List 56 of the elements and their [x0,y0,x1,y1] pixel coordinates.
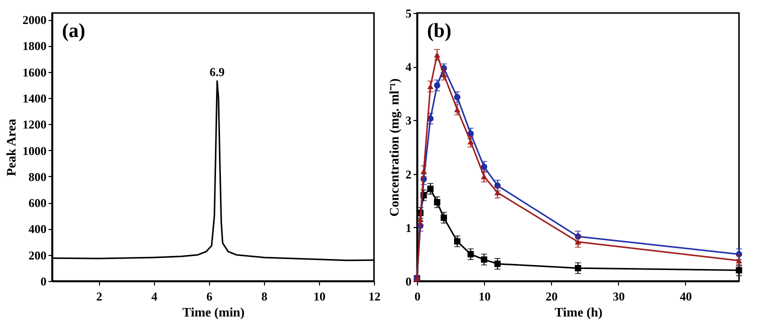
x-tick-label: 30 [612,290,625,304]
point [434,199,440,206]
y-tick-label: 800 [28,170,46,184]
point [480,256,488,263]
point [427,186,434,192]
y-tick-label: 0 [40,274,46,288]
annotation: (a) [62,20,86,42]
point [434,52,440,58]
x-tick-label: 8 [261,290,268,304]
x-tick-label: 0 [414,290,420,304]
y-tick-label: 4 [406,60,412,74]
x-tick-label: 10 [313,290,326,304]
point [494,260,501,268]
point [427,84,434,90]
x-tick-label: 12 [368,290,380,304]
y-tick-label: 200 [28,248,46,262]
y-tick-label: 2000 [22,13,46,28]
x-tick-label: 10 [478,290,491,304]
y-tick-label: 1200 [22,118,46,132]
x-tick-label: 6 [206,290,212,304]
x-tick-label: 4 [151,290,158,304]
point [736,258,742,264]
y-tick-label: 1800 [22,39,46,54]
annotation: (b) [427,20,452,42]
y-tick-label: 0 [406,274,412,288]
y-axis-title: Peak Area [4,118,18,176]
y-tick-label: 600 [28,196,46,210]
point [454,238,460,244]
point [417,216,424,222]
y-tick-label: 2 [406,167,412,182]
x-tick-label: 40 [680,290,692,304]
point [574,239,582,245]
y-tick-label: 1000 [22,144,46,158]
x-axis-title: Time (min) [182,304,245,320]
x-axis-title: Time (h) [554,304,602,320]
point [454,106,460,112]
point [454,94,460,100]
point [480,174,488,180]
point [480,164,488,170]
point [574,264,582,272]
point [440,72,447,78]
x-tick-label: 2 [96,290,102,304]
y-axis-title: Concentration (mg. ml⁻¹) [386,78,402,217]
y-tick-label: 1 [406,220,412,235]
y-tick-label: 400 [28,222,46,236]
point [434,82,440,89]
point [440,214,447,221]
x-tick-label: 20 [546,290,558,304]
point [494,190,501,196]
y-tick-label: 1600 [22,65,46,80]
point [468,251,474,258]
y-tick-label: 1400 [22,91,46,106]
y-tick-label: 3 [406,114,412,128]
annotation: 6.9 [210,64,225,79]
point [736,267,742,274]
y-tick-label: 5 [406,6,412,20]
